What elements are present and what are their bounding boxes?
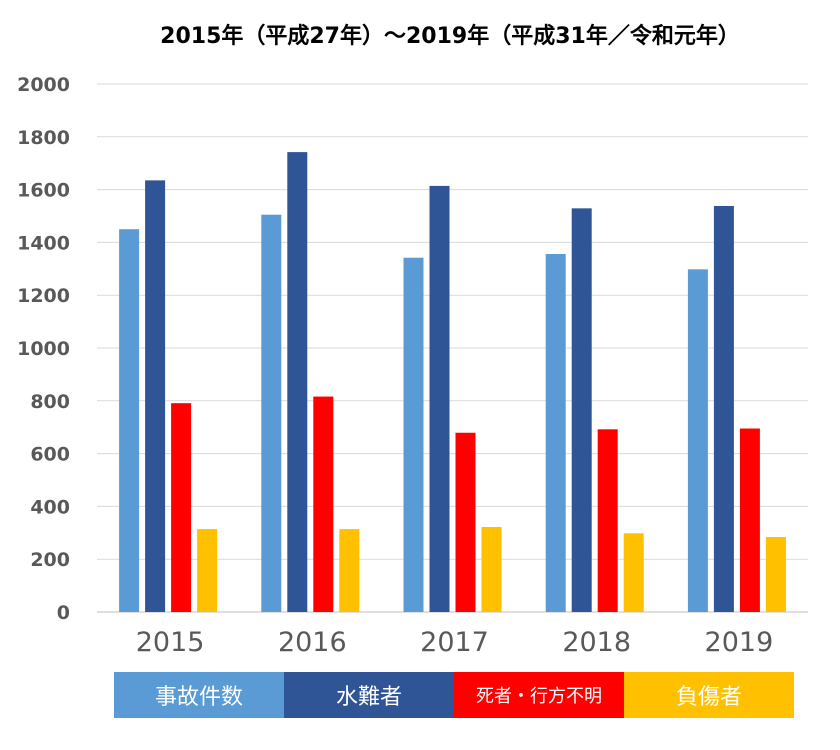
- bar: [339, 529, 360, 612]
- y-tick-label: 2000: [17, 74, 70, 96]
- legend-item: 事故件数: [114, 672, 284, 718]
- bar: [429, 185, 450, 613]
- x-tick-label: 2015: [136, 627, 205, 658]
- y-tick-label: 1200: [17, 285, 70, 307]
- y-tick-label: 800: [30, 391, 70, 413]
- y-tick-label: 600: [30, 444, 70, 466]
- bar: [171, 403, 192, 612]
- x-tick-label: 2017: [420, 627, 489, 658]
- legend-item: 死者・行方不明: [454, 672, 624, 718]
- bar: [545, 254, 566, 613]
- bar: [739, 428, 760, 612]
- y-tick-label: 1600: [17, 180, 70, 202]
- y-tick-label: 400: [30, 496, 70, 518]
- y-tick-label: 0: [57, 602, 70, 624]
- chart-legend: 事故件数 水難者 死者・行方不明 負傷者: [114, 672, 794, 718]
- y-tick-label: 1800: [17, 127, 70, 149]
- bar: [713, 205, 734, 612]
- bar: [261, 214, 282, 612]
- bar: [403, 257, 424, 612]
- bar: [145, 180, 166, 613]
- bar: [597, 429, 618, 612]
- bar: [197, 529, 218, 612]
- bar: [687, 269, 708, 612]
- y-tick-label: 1000: [17, 338, 70, 360]
- bar: [571, 208, 592, 612]
- x-tick-label: 2019: [705, 627, 774, 658]
- legend-item: 負傷者: [624, 672, 794, 718]
- x-tick-label: 2018: [562, 627, 631, 658]
- y-tick-label: 200: [30, 549, 70, 571]
- bar: [765, 537, 786, 612]
- bar: [313, 396, 334, 612]
- legend-item: 水難者: [284, 672, 454, 718]
- chart-title: 2015年（平成27年）～2019年（平成31年／令和元年）: [160, 24, 740, 49]
- y-tick-label: 1400: [17, 232, 70, 254]
- bar: [455, 432, 476, 612]
- bar: [481, 526, 502, 612]
- x-tick-label: 2016: [278, 627, 347, 658]
- bar: [119, 229, 140, 612]
- bar: [287, 152, 308, 612]
- bar: [623, 533, 644, 612]
